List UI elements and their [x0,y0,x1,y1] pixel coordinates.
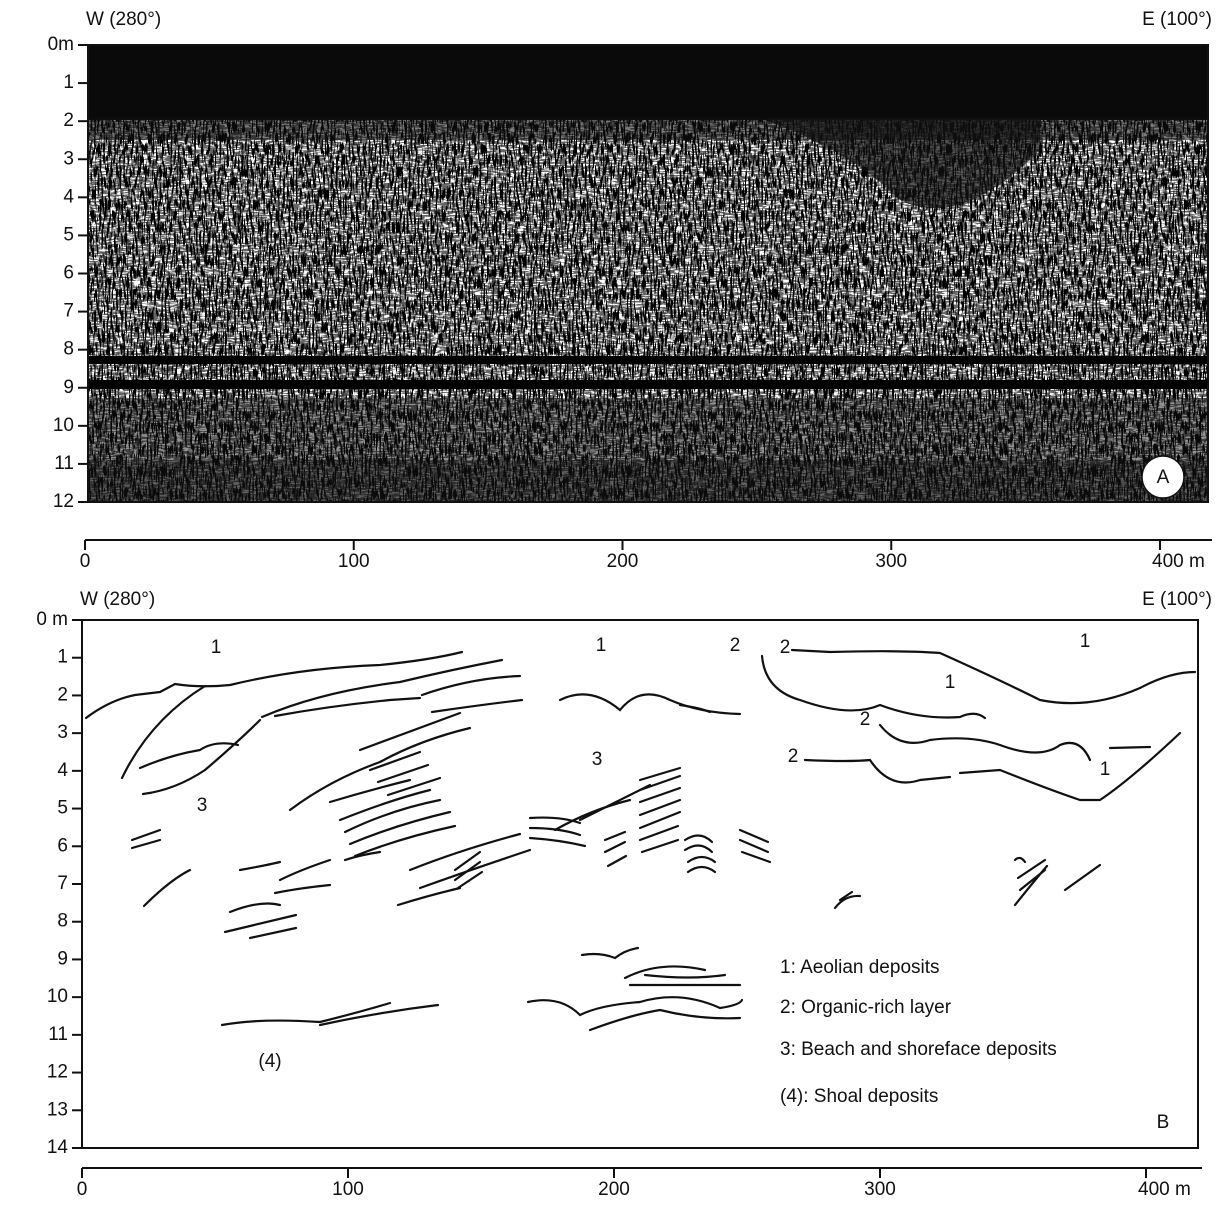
depth-tick-label: 0 m [36,609,68,630]
distance-tick-label: 300 [875,551,907,572]
unit-label: 3 [592,749,603,770]
depth-tick-label: 1 [57,647,68,668]
depth-tick-label: 13 [47,1099,68,1120]
depth-tick-label: 10 [47,986,68,1007]
depth-tick-label: 11 [54,453,74,474]
distance-tick-label: 400 m [1138,1179,1191,1200]
depth-tick-label: 12 [47,1062,68,1083]
west-label: W (280°) [86,9,161,30]
west-label: W (280°) [80,589,155,610]
legend-item: 3: Beach and shoreface deposits [780,1039,1057,1060]
depth-tick-label: 12 [53,491,74,512]
unit-label: 1 [1100,759,1111,780]
depth-tick-label: 3 [57,722,68,743]
unit-label: 1 [945,672,956,693]
depth-tick-label: 6 [63,263,74,284]
distance-tick-label: 0 [80,551,91,572]
unit-label: 2 [780,637,791,658]
east-label: E (100°) [1142,589,1212,610]
distance-tick-label: 0 [77,1179,88,1200]
depth-tick-label: 6 [57,835,68,856]
radargram [88,45,1208,502]
depth-tick-label: 9 [57,948,68,969]
depth-tick-label: 8 [57,911,68,932]
unit-label: 2 [860,709,871,730]
depth-tick-label: 10 [53,415,74,436]
depth-tick-label: 7 [63,301,74,322]
distance-tick-label: 100 [338,551,370,572]
depth-tick-label: 14 [47,1137,69,1158]
distance-tick-label: 100 [332,1179,364,1200]
depth-tick-label: 5 [63,224,74,245]
depth-tick-label: 11 [48,1024,68,1045]
legend-item: 1: Aeolian deposits [780,957,940,978]
depth-tick-label: 5 [57,798,68,819]
unit-label: (4) [258,1051,281,1072]
east-label: E (100°) [1142,9,1212,30]
unit-label: 1 [211,637,222,658]
depth-tick-label: 2 [63,110,74,131]
distance-tick-label: 200 [598,1179,630,1200]
depth-tick-label: 2 [57,684,68,705]
unit-label: 1 [1080,631,1091,652]
panel-label: B [1157,1112,1170,1133]
unit-label: 1 [596,635,607,656]
panel-label: A [1157,467,1170,488]
depth-tick-label: 9 [63,377,74,398]
depth-tick-label: 0m [48,34,74,55]
legend-item: (4): Shoal deposits [780,1086,938,1107]
unit-label: 2 [730,635,741,656]
depth-tick-label: 1 [63,72,74,93]
depth-tick-label: 8 [63,339,74,360]
distance-tick-label: 400 m [1152,551,1205,572]
panel-badge [1141,455,1185,499]
depth-tick-label: 7 [57,873,68,894]
distance-tick-label: 300 [864,1179,896,1200]
depth-tick-label: 3 [63,148,74,169]
interpretation-lines [84,648,1197,1032]
depth-tick-label: 4 [63,186,74,207]
legend-item: 2: Organic-rich layer [780,997,952,1018]
unit-label: 3 [197,795,208,816]
distance-tick-label: 200 [607,551,639,572]
unit-label: 2 [788,746,799,767]
depth-tick-label: 4 [57,760,68,781]
